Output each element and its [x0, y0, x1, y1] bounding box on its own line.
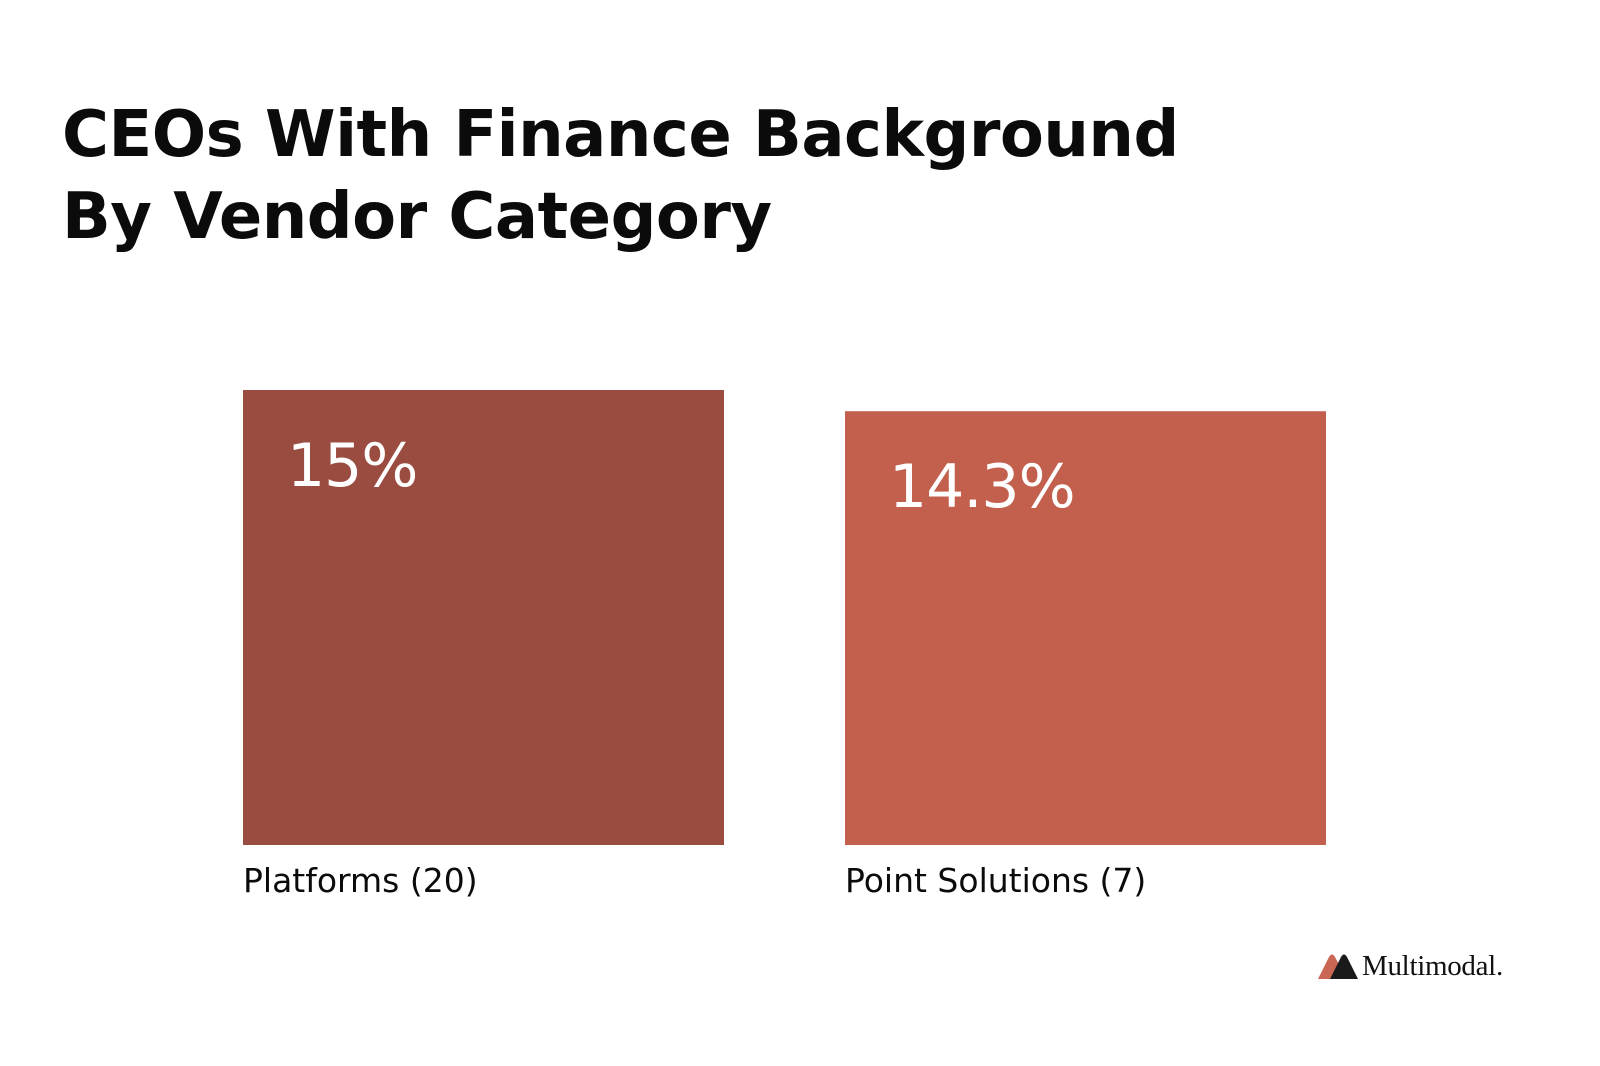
data-label-2: 14.3%: [889, 452, 1075, 522]
bar-2: [845, 411, 1326, 845]
category-label-2: Point Solutions (7): [845, 861, 1146, 900]
category-label-1: Platforms (20): [243, 861, 478, 900]
brand-watermark: Multimodal.: [1318, 946, 1503, 986]
data-label-1: 15%: [287, 431, 417, 501]
bar-1: [243, 390, 724, 845]
multimodal-logo-icon: [1318, 954, 1358, 979]
brand-name: Multimodal.: [1362, 949, 1503, 982]
chart-title: CEOs With Finance Background By Vendor C…: [62, 98, 1179, 254]
